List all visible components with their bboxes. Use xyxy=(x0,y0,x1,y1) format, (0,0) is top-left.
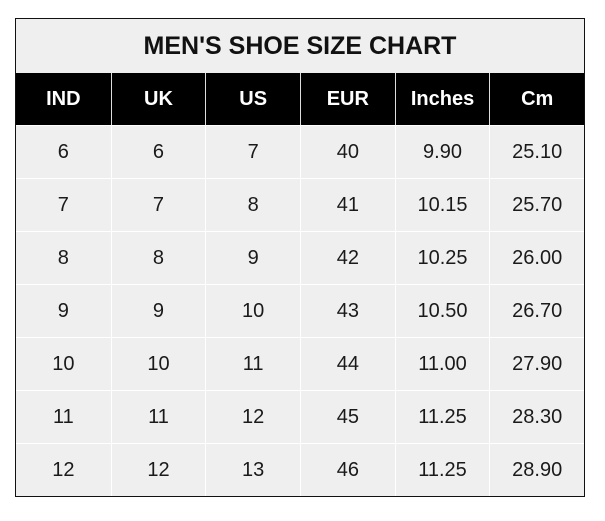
table-cell: 27.90 xyxy=(489,337,585,390)
table-cell: 11.25 xyxy=(394,443,490,496)
table-cell: 10.15 xyxy=(394,178,490,231)
table-cell: 43 xyxy=(300,284,395,337)
column-header: US xyxy=(205,73,300,125)
table-cell: 46 xyxy=(300,443,395,496)
table-cell: 12 xyxy=(16,443,111,496)
table-cell: 6 xyxy=(110,125,206,178)
column-header: IND xyxy=(46,87,81,110)
table-cell: 41 xyxy=(300,178,395,231)
header-row: IND UK US EUR Inches Cm xyxy=(16,73,584,125)
table-row: 6 6 7 40 9.90 25.10 xyxy=(16,125,585,178)
table-cell: 9.90 xyxy=(394,125,490,178)
column-header: EUR xyxy=(300,73,395,125)
table-cell: 7 xyxy=(110,178,206,231)
table-cell: 12 xyxy=(205,390,300,443)
table-cell: 10.25 xyxy=(394,231,490,284)
table-cell: 44 xyxy=(300,337,395,390)
table-cell: 42 xyxy=(300,231,395,284)
table-body: 6 6 7 40 9.90 25.10 7 7 8 41 10.15 25.70 8 8 9 42 10.25 2… xyxy=(16,125,585,496)
table-cell: 26.00 xyxy=(489,231,585,284)
size-chart-table: MEN'S SHOE SIZE CHART IND UK US EUR Inches Cm… xyxy=(15,18,585,497)
table-cell: 7 xyxy=(16,178,111,231)
table-cell: 11 xyxy=(205,337,300,390)
table-cell: 25.70 xyxy=(489,178,585,231)
table-cell: 11.00 xyxy=(394,337,490,390)
table-row: 7 7 8 41 10.15 25.70 xyxy=(16,178,585,231)
table-cell: 10 xyxy=(205,284,300,337)
table-cell: 10 xyxy=(16,337,111,390)
table-cell: 26.70 xyxy=(489,284,585,337)
table-cell: 12 xyxy=(110,443,206,496)
chart-title: MEN'S SHOE SIZE CHART xyxy=(143,31,457,60)
table-row: 9 9 10 43 10.50 26.70 xyxy=(16,284,585,337)
table-cell: 8 xyxy=(16,231,111,284)
table-cell: 11.25 xyxy=(394,390,490,443)
table-cell: 25.10 xyxy=(489,125,585,178)
table-cell: 10.50 xyxy=(394,284,490,337)
table-cell: 11 xyxy=(16,390,111,443)
table-cell: 45 xyxy=(300,390,395,443)
column-header: Cm xyxy=(489,73,584,125)
table-row: 8 8 9 42 10.25 26.00 xyxy=(16,231,585,284)
table-cell: 8 xyxy=(205,178,300,231)
table-row: 11 11 12 45 11.25 28.30 xyxy=(16,390,585,443)
table-cell: 10 xyxy=(110,337,206,390)
table-cell: 40 xyxy=(300,125,395,178)
table-cell: 8 xyxy=(110,231,206,284)
column-header: Inches xyxy=(394,73,490,125)
column-header: UK xyxy=(110,73,206,125)
table-cell: 9 xyxy=(110,284,206,337)
table-row: 10 10 11 44 11.00 27.90 xyxy=(16,337,585,390)
table-cell: 28.30 xyxy=(489,390,585,443)
table-row: 12 12 13 46 11.25 28.90 xyxy=(16,443,585,496)
table-cell: 11 xyxy=(110,390,206,443)
table-cell: 6 xyxy=(16,125,111,178)
table-cell: 28.90 xyxy=(489,443,585,496)
table-cell: 9 xyxy=(16,284,111,337)
table-cell: 7 xyxy=(205,125,300,178)
table-cell: 13 xyxy=(205,443,300,496)
table-cell: 9 xyxy=(205,231,300,284)
